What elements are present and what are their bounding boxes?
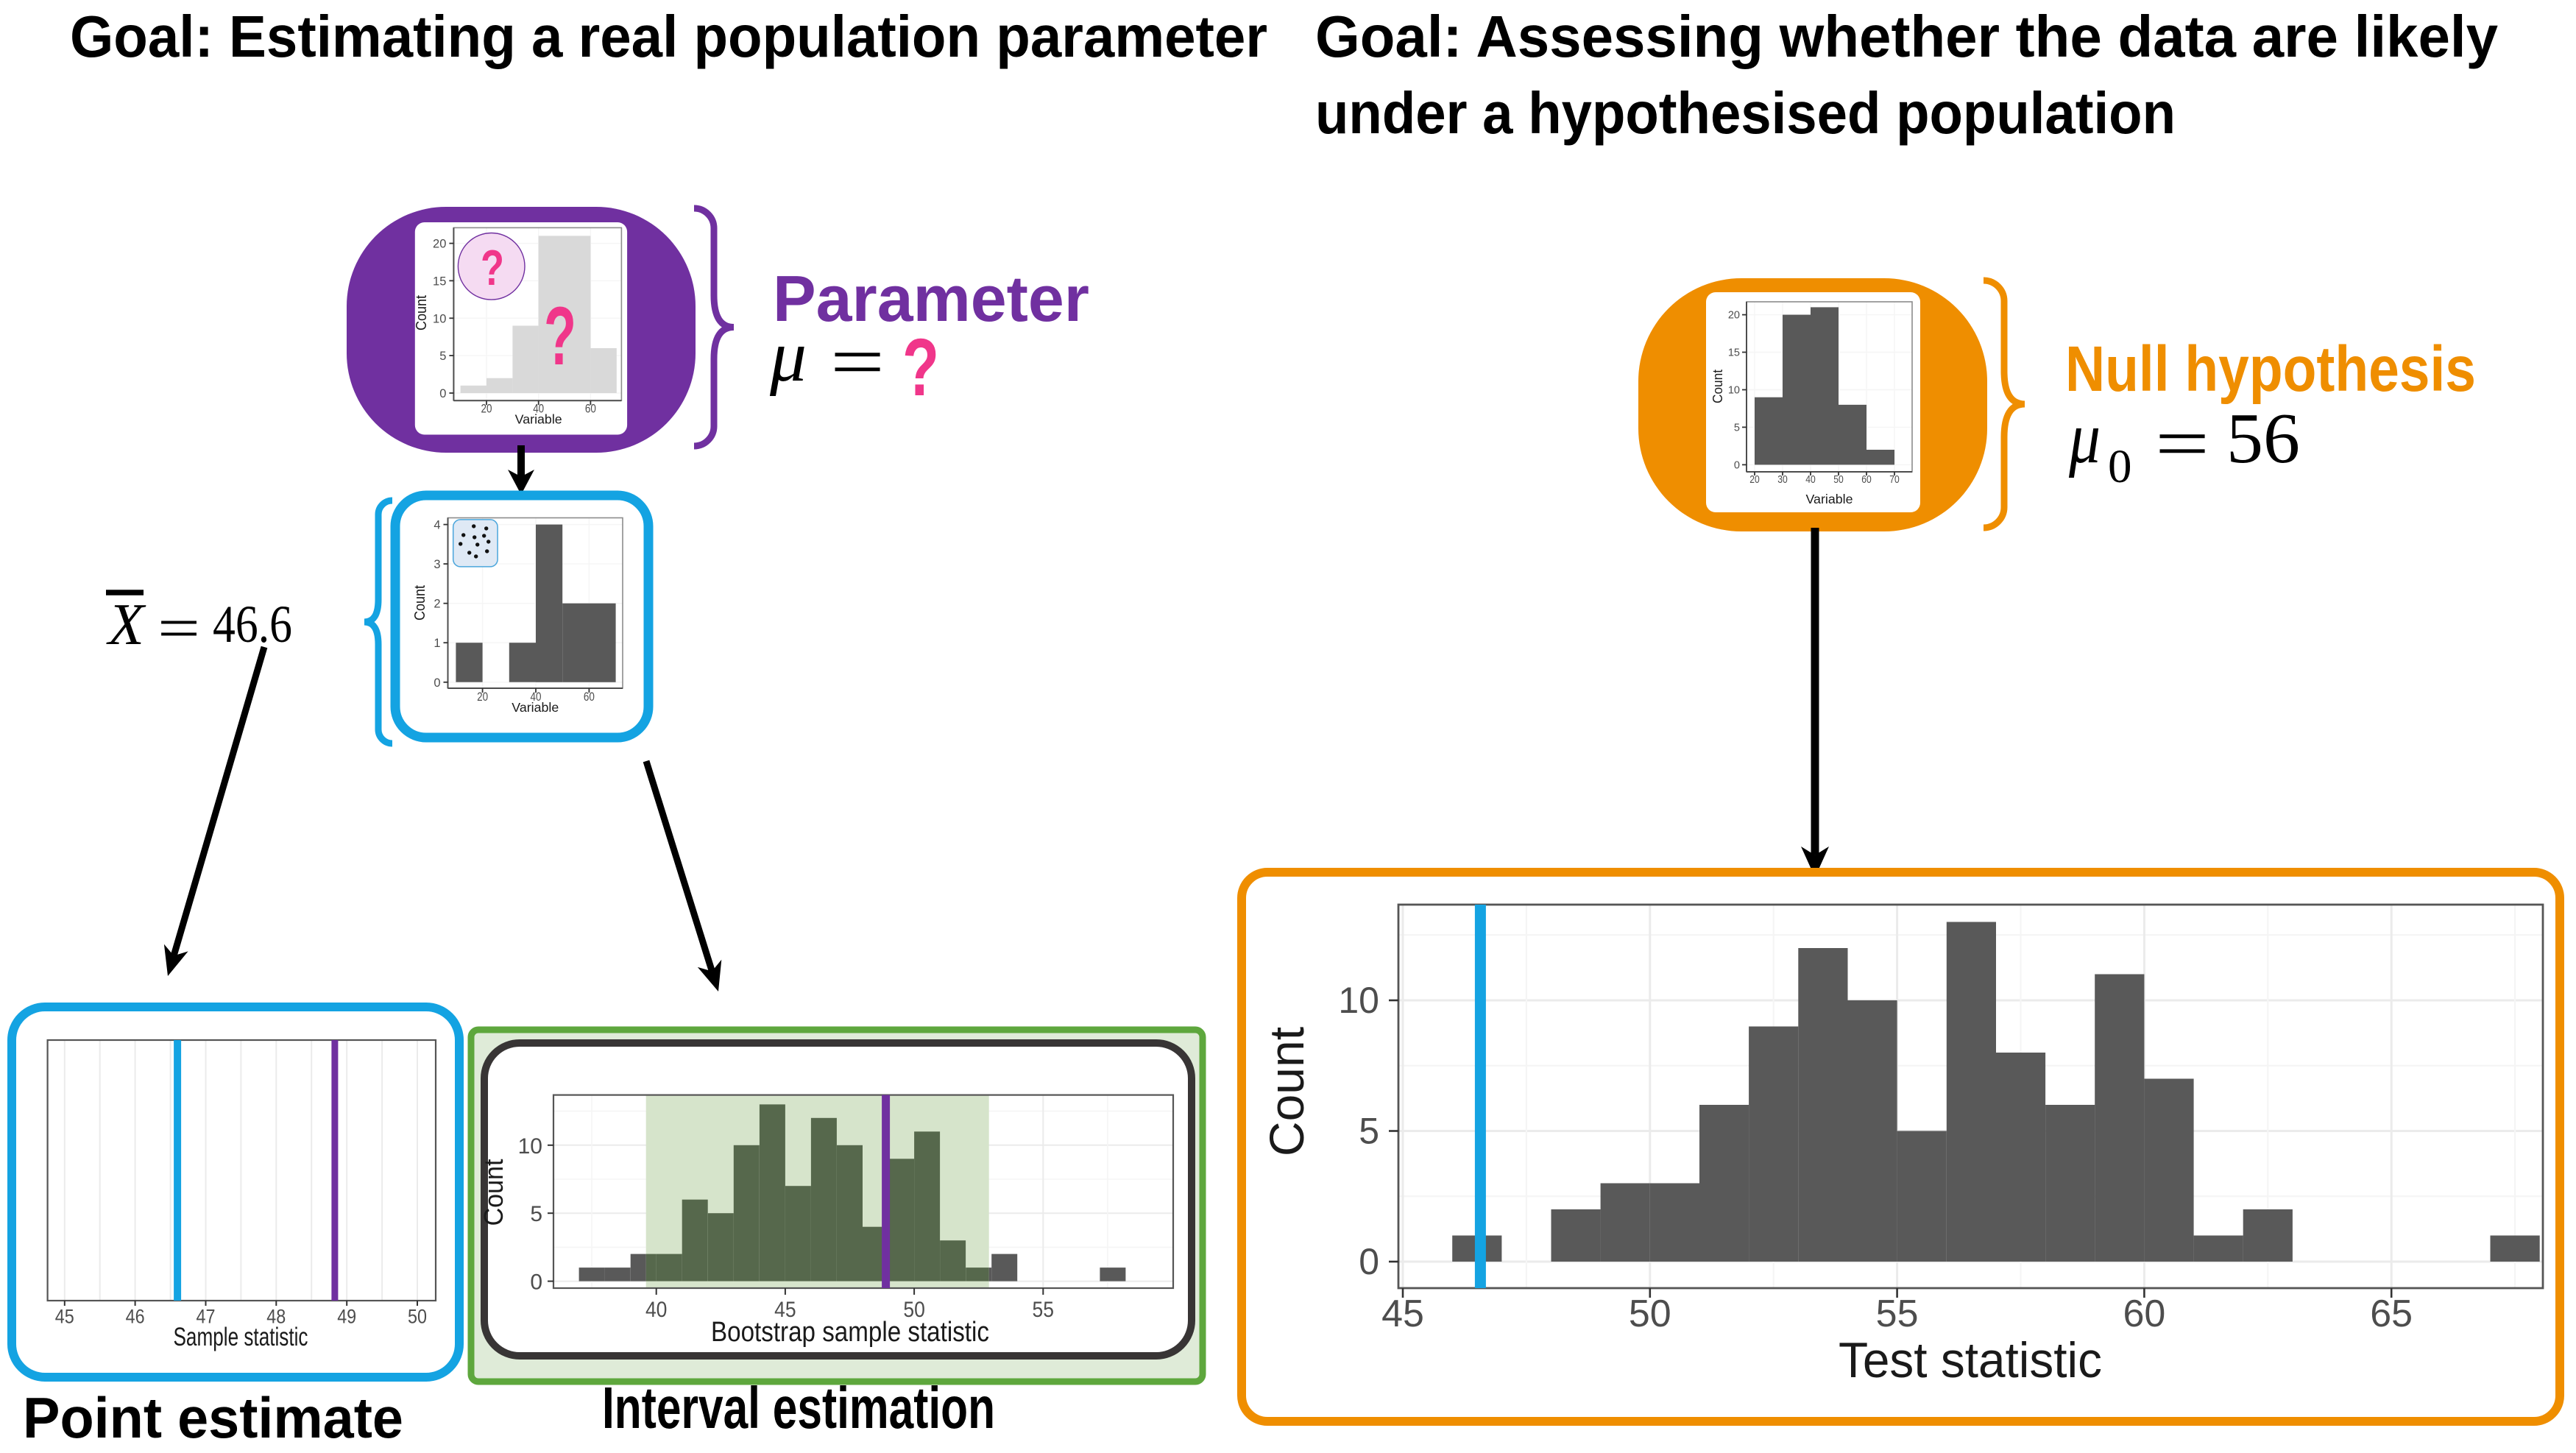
svg-text:Count: Count (412, 585, 428, 621)
svg-text:20: 20 (1728, 310, 1740, 322)
svg-text:?: ? (481, 240, 504, 296)
svg-text:40: 40 (645, 1298, 668, 1322)
svg-text:Count: Count (414, 295, 430, 330)
svg-text:=: = (2155, 403, 2209, 484)
svg-text:0: 0 (1734, 459, 1740, 471)
svg-text:20: 20 (481, 403, 492, 416)
svg-text:0: 0 (434, 676, 440, 690)
svg-text:Test statistic: Test statistic (1839, 1332, 2102, 1388)
svg-text:45: 45 (55, 1306, 74, 1328)
svg-text:Variable: Variable (512, 700, 559, 715)
svg-text:X: X (106, 593, 146, 657)
svg-text:4: 4 (434, 519, 440, 532)
svg-text:50: 50 (1629, 1293, 1671, 1335)
svg-text:55: 55 (1033, 1298, 1055, 1322)
svg-text:Bootstrap sample statistic: Bootstrap sample statistic (711, 1317, 989, 1348)
svg-text:under a hypothesised populatio: under a hypothesised population (1315, 80, 2176, 146)
svg-text:Count: Count (1259, 1027, 1314, 1156)
svg-text:?: ? (544, 290, 576, 382)
svg-text:56: 56 (2226, 399, 2300, 478)
svg-text:70: 70 (1889, 474, 1900, 486)
svg-text:15: 15 (433, 275, 446, 288)
svg-text:5: 5 (1734, 422, 1740, 434)
svg-text:=: = (158, 596, 200, 661)
svg-text:2: 2 (434, 598, 440, 611)
svg-text:Variable: Variable (515, 412, 562, 427)
svg-text:Goal: Estimating a real popula: Goal: Estimating a real population param… (70, 4, 1267, 69)
svg-text:40: 40 (1805, 474, 1816, 486)
svg-text:Null hypothesis: Null hypothesis (2065, 333, 2476, 405)
svg-text:50: 50 (903, 1298, 925, 1322)
svg-text:60: 60 (1861, 474, 1872, 486)
svg-text:20: 20 (1749, 474, 1760, 486)
svg-text:40: 40 (533, 403, 544, 416)
svg-text:0: 0 (439, 387, 446, 400)
svg-text:1: 1 (434, 637, 440, 650)
svg-text:40: 40 (531, 690, 542, 704)
svg-text:55: 55 (1876, 1293, 1919, 1335)
svg-text:10: 10 (518, 1134, 542, 1159)
svg-text:47: 47 (197, 1306, 216, 1328)
svg-text:20: 20 (433, 238, 446, 251)
svg-text:Count: Count (1710, 370, 1725, 403)
svg-text:μ: μ (769, 315, 807, 397)
svg-text:Count: Count (478, 1159, 509, 1226)
svg-text:Variable: Variable (1806, 492, 1853, 506)
svg-text:Interval estimation: Interval estimation (602, 1375, 995, 1440)
svg-text:60: 60 (585, 403, 596, 416)
svg-text:3: 3 (434, 558, 440, 571)
svg-text:Sample statistic: Sample statistic (174, 1323, 308, 1351)
svg-text:46: 46 (126, 1306, 145, 1328)
svg-text:15: 15 (1728, 347, 1740, 359)
svg-text:50: 50 (408, 1306, 427, 1328)
svg-text:5: 5 (1359, 1111, 1379, 1152)
svg-text:46.6: 46.6 (213, 595, 292, 654)
svg-text:0: 0 (1359, 1241, 1379, 1282)
svg-text:10: 10 (433, 312, 446, 325)
svg-text:Point estimate: Point estimate (23, 1385, 403, 1449)
svg-text:μ: μ (2068, 397, 2101, 478)
svg-text:=: = (830, 321, 885, 403)
svg-text:5: 5 (530, 1202, 542, 1226)
svg-text:65: 65 (2370, 1293, 2413, 1335)
svg-text:45: 45 (774, 1298, 796, 1322)
svg-text:10: 10 (1338, 980, 1379, 1021)
svg-text:45: 45 (1381, 1293, 1424, 1335)
svg-text:20: 20 (477, 690, 488, 704)
svg-text:60: 60 (2123, 1293, 2165, 1335)
svg-text:60: 60 (584, 690, 595, 704)
svg-text:30: 30 (1777, 474, 1788, 486)
svg-text:49: 49 (337, 1306, 356, 1328)
svg-text:?: ? (902, 322, 939, 413)
svg-text:50: 50 (1833, 474, 1844, 486)
svg-text:5: 5 (439, 350, 446, 363)
svg-text:48: 48 (266, 1306, 286, 1328)
svg-text:0: 0 (2108, 440, 2132, 493)
svg-text:10: 10 (1728, 385, 1740, 397)
svg-text:Parameter: Parameter (773, 262, 1089, 335)
svg-text:Goal: Assessing whether the da: Goal: Assessing whether the data are lik… (1315, 4, 2498, 69)
svg-text:0: 0 (530, 1270, 542, 1295)
